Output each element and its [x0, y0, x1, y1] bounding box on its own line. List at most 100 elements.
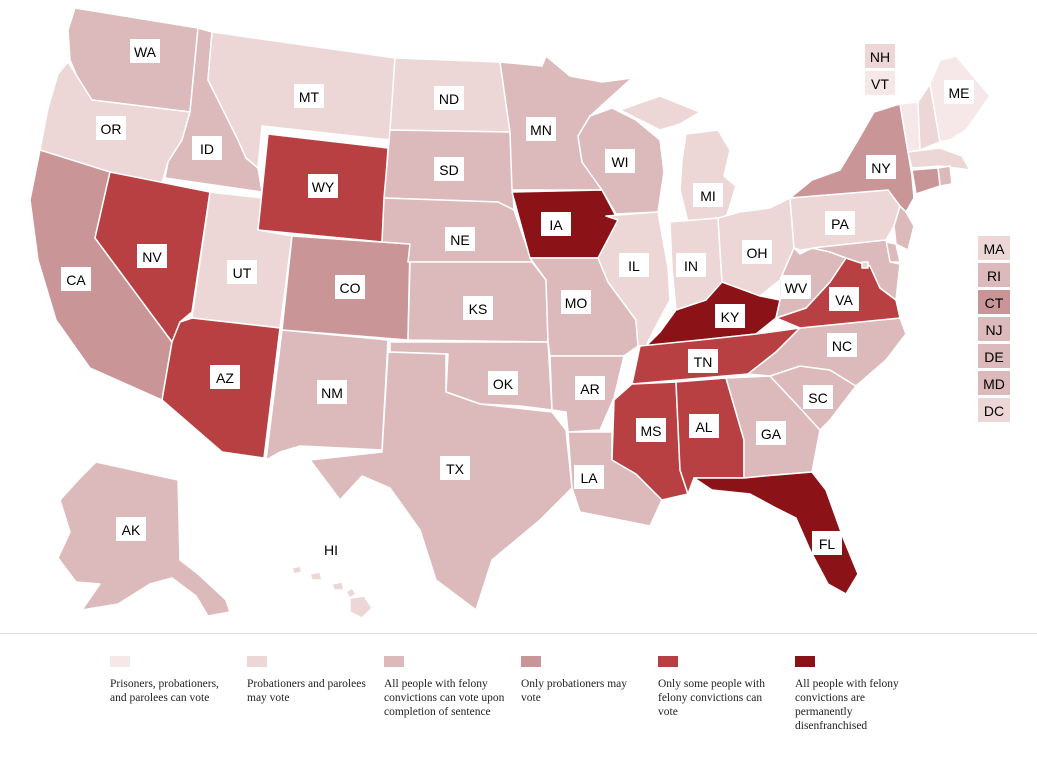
divider: [0, 633, 1037, 634]
label-box-WY: [308, 174, 338, 198]
label-text-HI: HI: [324, 542, 338, 558]
label-SD: SD: [434, 157, 464, 181]
label-WA: WA: [130, 39, 160, 63]
label-OK: OK: [488, 371, 518, 395]
label-PA: PA: [825, 211, 855, 235]
label-VA: VA: [829, 287, 859, 311]
label-NY: NY: [866, 155, 896, 179]
label-box-LA: [574, 465, 604, 489]
callout-text-VT: VT: [871, 76, 889, 92]
label-box-MN: [526, 117, 556, 141]
label-box-CO: [335, 275, 365, 299]
callout-DC[interactable]: DC: [978, 398, 1010, 422]
callout-NJ[interactable]: NJ: [978, 317, 1010, 341]
label-text-UT: UT: [233, 265, 252, 281]
label-CO: CO: [335, 275, 365, 299]
state-HI[interactable]: [291, 565, 373, 619]
label-box-SD: [434, 157, 464, 181]
label-box-OR: [96, 116, 126, 140]
label-NV: NV: [137, 244, 167, 268]
label-box-IN: [676, 253, 706, 277]
label-text-WI: WI: [611, 154, 628, 170]
callout-CT[interactable]: CT: [978, 290, 1010, 314]
callout-DE[interactable]: DE: [978, 344, 1010, 368]
label-box-SC: [803, 385, 833, 409]
label-IA: IA: [541, 212, 571, 236]
label-text-TX: TX: [446, 461, 465, 477]
label-text-NC: NC: [832, 338, 852, 354]
state-TX[interactable]: [309, 351, 573, 611]
callout-text-CT: CT: [985, 295, 1004, 311]
label-box-WV: [781, 275, 811, 299]
legend-label: Only probationers may vote: [521, 678, 628, 704]
state-CT[interactable]: [911, 167, 941, 195]
label-WI: WI: [605, 149, 635, 173]
label-MS: MS: [636, 418, 666, 442]
label-box-TN: [688, 349, 718, 373]
legend-swatch: [795, 656, 815, 667]
state-FL[interactable]: [693, 471, 859, 595]
label-text-IL: IL: [628, 258, 640, 274]
state-MD[interactable]: [811, 239, 901, 301]
label-text-MS: MS: [641, 423, 662, 439]
label-text-MT: MT: [299, 89, 320, 105]
us-map: NH VT MA RI CT NJ DE MD DC WA OR ID MT ND MN WI MI NY ME C…: [29, 7, 1010, 619]
label-FL: FL: [812, 531, 842, 555]
state-NJ[interactable]: [893, 205, 915, 251]
state-MA[interactable]: [907, 147, 971, 171]
legend-swatch: [247, 656, 267, 667]
label-LA: LA: [574, 465, 604, 489]
label-text-WY: WY: [312, 179, 335, 195]
label-box-NC: [827, 333, 857, 357]
legend-swatch: [110, 656, 130, 667]
label-box-AK: [116, 517, 146, 541]
label-text-MN: MN: [530, 122, 552, 138]
label-AZ: AZ: [210, 365, 240, 389]
legend-item-c5: Only some people with felony convictions…: [658, 656, 783, 719]
label-MN: MN: [526, 117, 556, 141]
label-box-MI: [693, 183, 723, 207]
label-box-VA: [829, 287, 859, 311]
label-box-IL: [619, 253, 649, 277]
label-text-GA: GA: [761, 426, 782, 442]
callout-RI[interactable]: RI: [978, 263, 1010, 287]
label-AK: AK: [116, 517, 146, 541]
label-box-CA: [61, 267, 91, 291]
label-text-KY: KY: [721, 309, 740, 325]
label-box-KS: [463, 296, 493, 320]
label-AL: AL: [689, 414, 719, 438]
label-text-LA: LA: [580, 470, 598, 486]
label-text-WV: WV: [785, 280, 808, 296]
label-SC: SC: [803, 385, 833, 409]
label-text-WA: WA: [134, 44, 157, 60]
label-WY: WY: [308, 174, 338, 198]
label-text-KS: KS: [469, 301, 488, 317]
label-text-SD: SD: [439, 162, 458, 178]
state-DC[interactable]: [861, 261, 869, 269]
label-text-NV: NV: [142, 249, 162, 265]
callout-box-MA: [978, 236, 1010, 260]
label-box-NM: [317, 380, 347, 404]
label-text-IA: IA: [549, 217, 563, 233]
label-NM: NM: [317, 380, 347, 404]
label-TN: TN: [688, 349, 718, 373]
label-box-WA: [130, 39, 160, 63]
callout-NH[interactable]: NH: [865, 44, 895, 68]
label-box-AZ: [210, 365, 240, 389]
legend-item-c1: Prisoners, probationers, and parolees ca…: [110, 656, 235, 705]
callout-text-RI: RI: [987, 268, 1001, 284]
label-text-OR: OR: [101, 121, 122, 137]
label-OH: OH: [742, 240, 772, 264]
label-text-IN: IN: [684, 258, 698, 274]
label-ME: ME: [944, 80, 974, 104]
label-box-PA: [825, 211, 855, 235]
callout-MA[interactable]: MA: [978, 236, 1010, 260]
legend-label: All people with felony convictions are p…: [795, 678, 899, 732]
label-WV: WV: [781, 275, 811, 299]
legend-item-c4: Only probationers may vote: [521, 656, 646, 705]
callout-VT[interactable]: VT: [865, 71, 895, 95]
legend-item-c3: All people with felony convictions can v…: [384, 656, 509, 719]
callout-MD[interactable]: MD: [978, 371, 1010, 395]
legend-label: Probationers and parolees may vote: [247, 678, 366, 704]
label-box-GA: [756, 421, 786, 445]
